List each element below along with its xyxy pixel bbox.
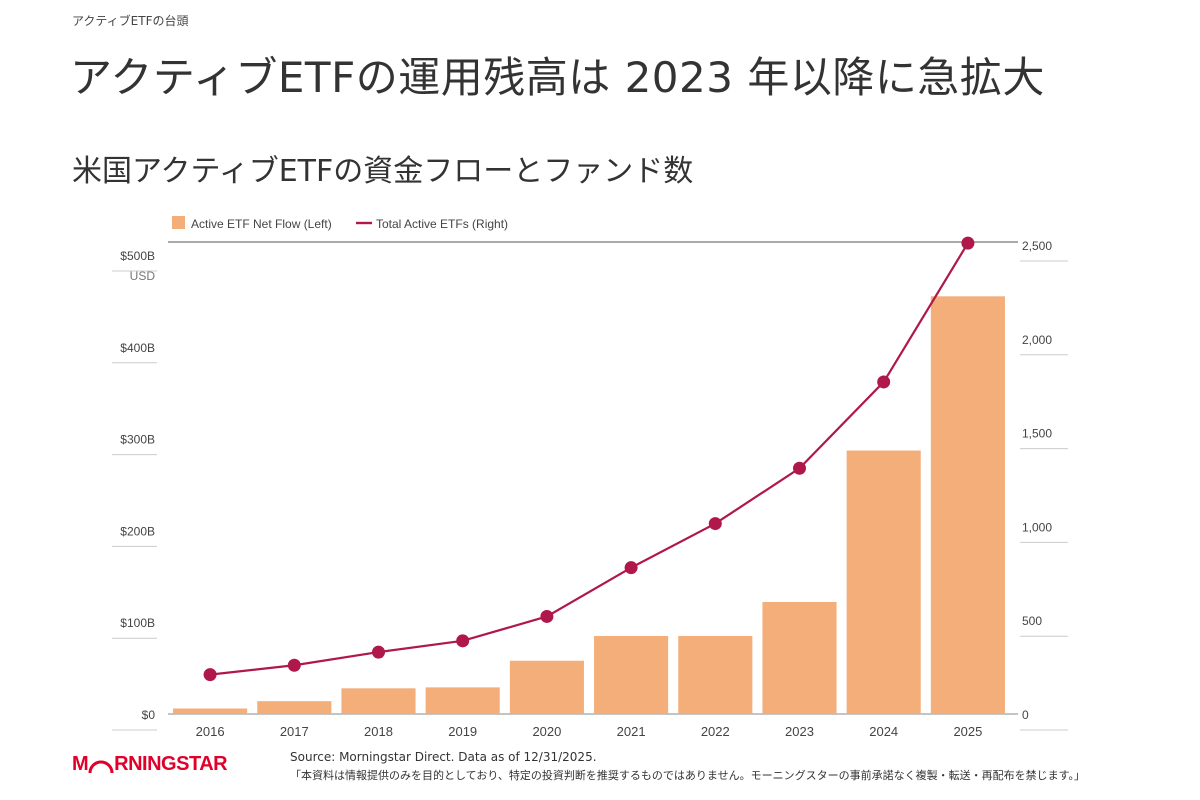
disclaimer-note: 「本資料は情報提供のみを目的としており、特定の投資判断を推奨するものではありませ… bbox=[290, 769, 1085, 782]
right-tick-label: 1,000 bbox=[1022, 520, 1052, 534]
left-tick-label: $300B bbox=[120, 433, 155, 447]
line-point-2025 bbox=[961, 236, 975, 250]
right-tick-label: 1,500 bbox=[1022, 427, 1052, 441]
line-point-2024 bbox=[877, 375, 891, 389]
bar-2020 bbox=[509, 660, 584, 714]
legend-label-total-etfs: Total Active ETFs (Right) bbox=[376, 217, 508, 231]
left-tick-label: $400B bbox=[120, 341, 155, 355]
x-tick-label: 2025 bbox=[953, 724, 982, 739]
line-point-2018 bbox=[372, 645, 385, 659]
logo-text-rest: RNINGSTAR bbox=[114, 753, 228, 775]
left-tick-label: $200B bbox=[120, 524, 155, 538]
left-tick-label: $0 bbox=[142, 708, 156, 722]
left-axis-unit: USD bbox=[130, 269, 156, 283]
line-point-2021 bbox=[624, 561, 638, 575]
legend-label-net-flow: Active ETF Net Flow (Left) bbox=[191, 217, 332, 231]
x-tick-label: 2017 bbox=[280, 724, 309, 739]
x-tick-label: 2016 bbox=[196, 724, 225, 739]
x-tick-label: 2022 bbox=[701, 724, 730, 739]
x-tick-label: 2018 bbox=[364, 724, 393, 739]
right-tick-label: 2,000 bbox=[1022, 333, 1052, 347]
line-point-2016 bbox=[203, 668, 217, 682]
x-tick-label: 2021 bbox=[617, 724, 646, 739]
x-tick-label: 2020 bbox=[532, 724, 561, 739]
bar-2024 bbox=[846, 450, 921, 714]
line-point-2020 bbox=[540, 609, 554, 623]
line-point-2017 bbox=[287, 658, 301, 672]
bar-2025 bbox=[930, 296, 1005, 714]
logo-text: M bbox=[72, 753, 89, 775]
chart-subtitle: 米国アクティブETFの資金フローとファンド数 bbox=[72, 154, 694, 189]
source-note: Source: Morningstar Direct. Data as of 1… bbox=[290, 750, 597, 764]
bar-2018 bbox=[341, 688, 416, 714]
right-tick-label: 500 bbox=[1022, 614, 1042, 628]
bar-2017 bbox=[257, 701, 332, 714]
left-tick-label: $500B bbox=[120, 249, 155, 263]
logo-star-mark-icon bbox=[88, 760, 114, 773]
line-point-2023 bbox=[793, 461, 806, 475]
total-active-etfs-line bbox=[209, 242, 969, 676]
page-title: アクティブETFの運用残高は 2023 年以降に急拡大 bbox=[70, 53, 1045, 102]
bar-2019 bbox=[425, 687, 500, 714]
bar-2023 bbox=[762, 602, 837, 714]
bar-2016 bbox=[173, 708, 248, 714]
x-tick-label: 2019 bbox=[448, 724, 477, 739]
morningstar-logo: M RNINGSTAR bbox=[72, 753, 228, 776]
eyebrow-label: アクティブETFの台頭 bbox=[72, 14, 189, 28]
right-tick-label: 2,500 bbox=[1022, 239, 1052, 253]
x-tick-label: 2023 bbox=[785, 724, 814, 739]
line-point-2022 bbox=[708, 517, 722, 531]
x-tick-label: 2024 bbox=[869, 724, 898, 739]
left-tick-label: $100B bbox=[120, 616, 155, 630]
line-point-2019 bbox=[456, 634, 470, 648]
right-tick-label: 0 bbox=[1022, 708, 1029, 722]
legend-swatch-net-flow bbox=[172, 216, 185, 229]
bar-2022 bbox=[678, 635, 753, 714]
chart: $0 $100B $200B $300B $400B $500B USD 0 500 1,000 1… bbox=[112, 216, 1068, 739]
bar-2021 bbox=[594, 635, 669, 714]
